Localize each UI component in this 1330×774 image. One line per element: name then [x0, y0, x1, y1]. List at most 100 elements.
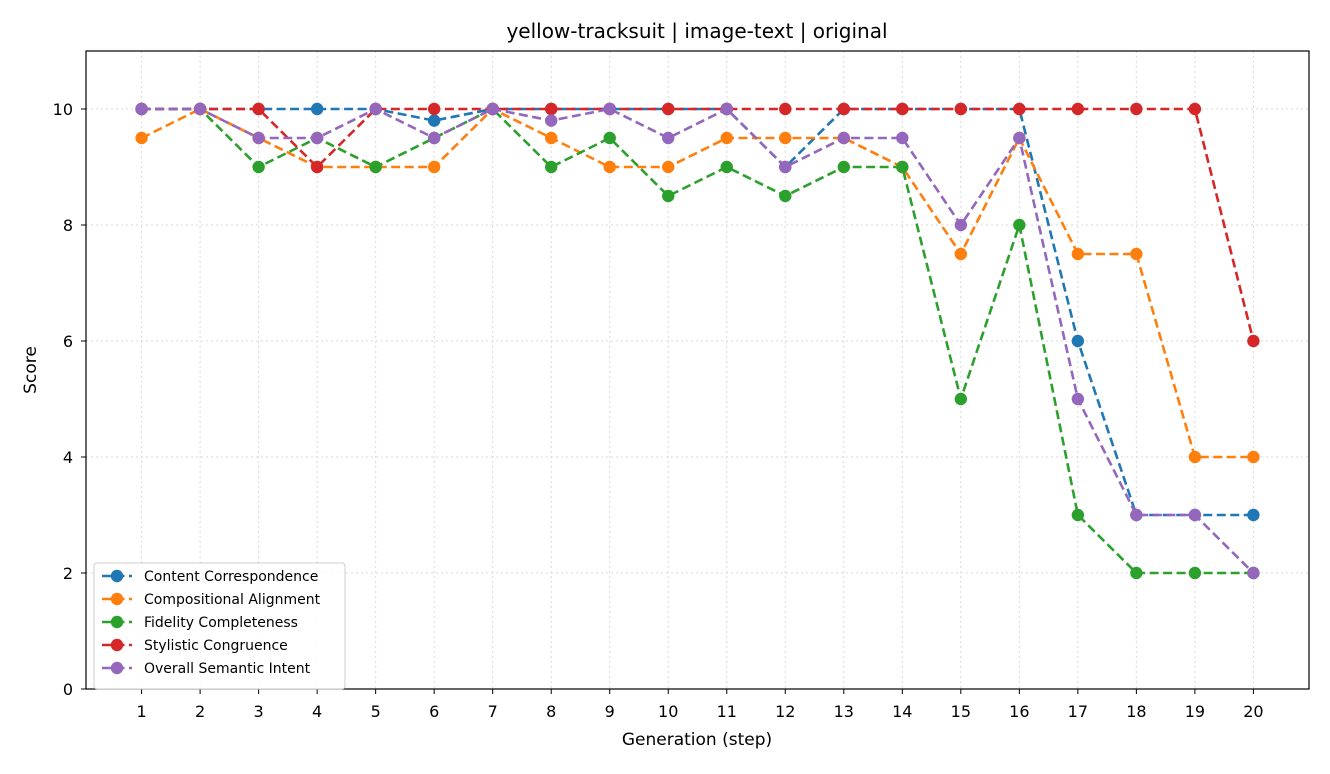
x-tick-label: 5	[371, 702, 381, 721]
data-point	[896, 102, 909, 116]
series-line-1	[141, 107, 1254, 517]
data-point	[662, 160, 675, 174]
data-point	[1013, 131, 1026, 145]
series-5	[135, 102, 1260, 580]
data-point	[837, 131, 850, 145]
data-point	[1071, 334, 1085, 348]
x-tick-label: 18	[1126, 702, 1146, 721]
series-line-4	[141, 107, 1255, 342]
legend-entry: Content Correspondence	[102, 569, 318, 585]
data-point	[1188, 566, 1202, 580]
data-point	[1247, 334, 1260, 348]
data-point	[603, 102, 616, 116]
data-point	[954, 102, 968, 116]
legend-box	[93, 562, 346, 690]
data-point	[427, 102, 441, 116]
data-point	[427, 131, 441, 145]
y-tick-label: 0	[63, 680, 73, 699]
data-point	[545, 114, 558, 127]
legend-marker	[110, 661, 124, 675]
data-point	[603, 160, 616, 174]
data-point	[662, 102, 675, 116]
x-tick-label: 13	[834, 702, 854, 721]
data-point	[1013, 102, 1026, 116]
legend-label: Overall Semantic Intent	[144, 661, 311, 677]
legend-entry: Overall Semantic Intent	[102, 661, 311, 677]
data-point	[896, 131, 909, 145]
x-tick-label: 8	[546, 702, 556, 721]
legend-marker	[110, 592, 124, 606]
data-point	[310, 131, 324, 145]
legend-marker	[110, 638, 124, 652]
data-point	[310, 102, 324, 116]
data-point	[1130, 247, 1143, 261]
data-point	[545, 131, 558, 145]
data-point	[1188, 508, 1202, 522]
legend-entry: Compositional Alignment	[102, 592, 321, 608]
x-tick-label: 19	[1185, 702, 1205, 721]
data-point	[369, 160, 382, 174]
x-tick-label: 11	[717, 702, 737, 721]
y-tick-label: 8	[63, 216, 73, 235]
data-point	[1071, 508, 1085, 522]
data-point	[369, 102, 382, 116]
series-line-5	[141, 107, 1255, 574]
data-point	[779, 189, 792, 203]
data-point	[1130, 566, 1143, 580]
data-point	[252, 131, 265, 145]
data-point	[954, 392, 968, 406]
series-layer	[135, 102, 1260, 580]
y-tick-label: 10	[53, 100, 73, 119]
data-point	[1071, 392, 1085, 406]
x-tick-label: 1	[136, 702, 146, 721]
data-point	[1071, 102, 1085, 116]
data-point	[720, 160, 733, 174]
data-point	[896, 160, 909, 174]
data-point	[427, 160, 441, 174]
x-tick-label: 7	[488, 702, 498, 721]
legend-label: Compositional Alignment	[144, 592, 321, 608]
data-point	[427, 114, 441, 127]
data-point	[1071, 247, 1085, 261]
data-point	[662, 189, 675, 203]
data-point	[252, 160, 265, 174]
x-tick-label: 14	[892, 702, 912, 721]
data-point	[1247, 566, 1260, 580]
data-point	[720, 131, 733, 145]
data-point	[1188, 102, 1202, 116]
data-point	[837, 160, 850, 174]
x-tick-label: 4	[312, 702, 322, 721]
data-point	[779, 160, 792, 174]
legend-entry: Fidelity Completeness	[102, 615, 298, 631]
x-tick-label: 9	[605, 702, 615, 721]
x-tick-label: 17	[1068, 702, 1088, 721]
series-line-2	[141, 107, 1254, 459]
x-tick-label: 12	[775, 702, 795, 721]
data-point	[1188, 450, 1202, 464]
data-point	[662, 131, 675, 145]
data-point	[135, 102, 148, 116]
data-point	[1247, 508, 1260, 522]
data-point	[252, 102, 265, 116]
x-tick-label: 6	[429, 702, 439, 721]
data-point	[837, 102, 850, 116]
series-line-3	[141, 107, 1254, 575]
data-point	[1247, 450, 1260, 464]
x-tick-label: 3	[254, 702, 264, 721]
legend-entry: Stylistic Congruence	[102, 638, 288, 654]
x-tick-label: 15	[951, 702, 971, 721]
y-axis-label: Score	[21, 346, 41, 394]
x-tick-label: 2	[195, 702, 205, 721]
data-point	[545, 160, 558, 174]
data-point	[779, 131, 792, 145]
data-point	[1130, 102, 1143, 116]
data-point	[486, 102, 499, 116]
data-point	[545, 102, 558, 116]
x-axis-label: Generation (step)	[622, 730, 772, 750]
x-tick-label: 16	[1009, 702, 1029, 721]
legend: Content Correspondence Compositional Alig…	[93, 562, 346, 690]
legend-label: Content Correspondence	[144, 569, 318, 585]
